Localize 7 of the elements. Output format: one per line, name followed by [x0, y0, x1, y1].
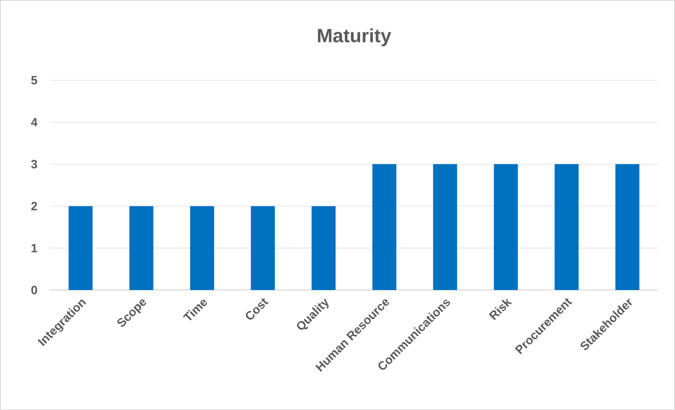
- y-tick-label: 2: [31, 202, 38, 210]
- y-tick-label: 0: [31, 286, 38, 294]
- chart-title: Maturity: [318, 28, 392, 46]
- y-tick-label: 1: [32, 244, 38, 252]
- y-tick-label: 5: [31, 76, 38, 84]
- y-tick-label: 4: [31, 118, 38, 126]
- y-tick-label: 3: [31, 160, 38, 168]
